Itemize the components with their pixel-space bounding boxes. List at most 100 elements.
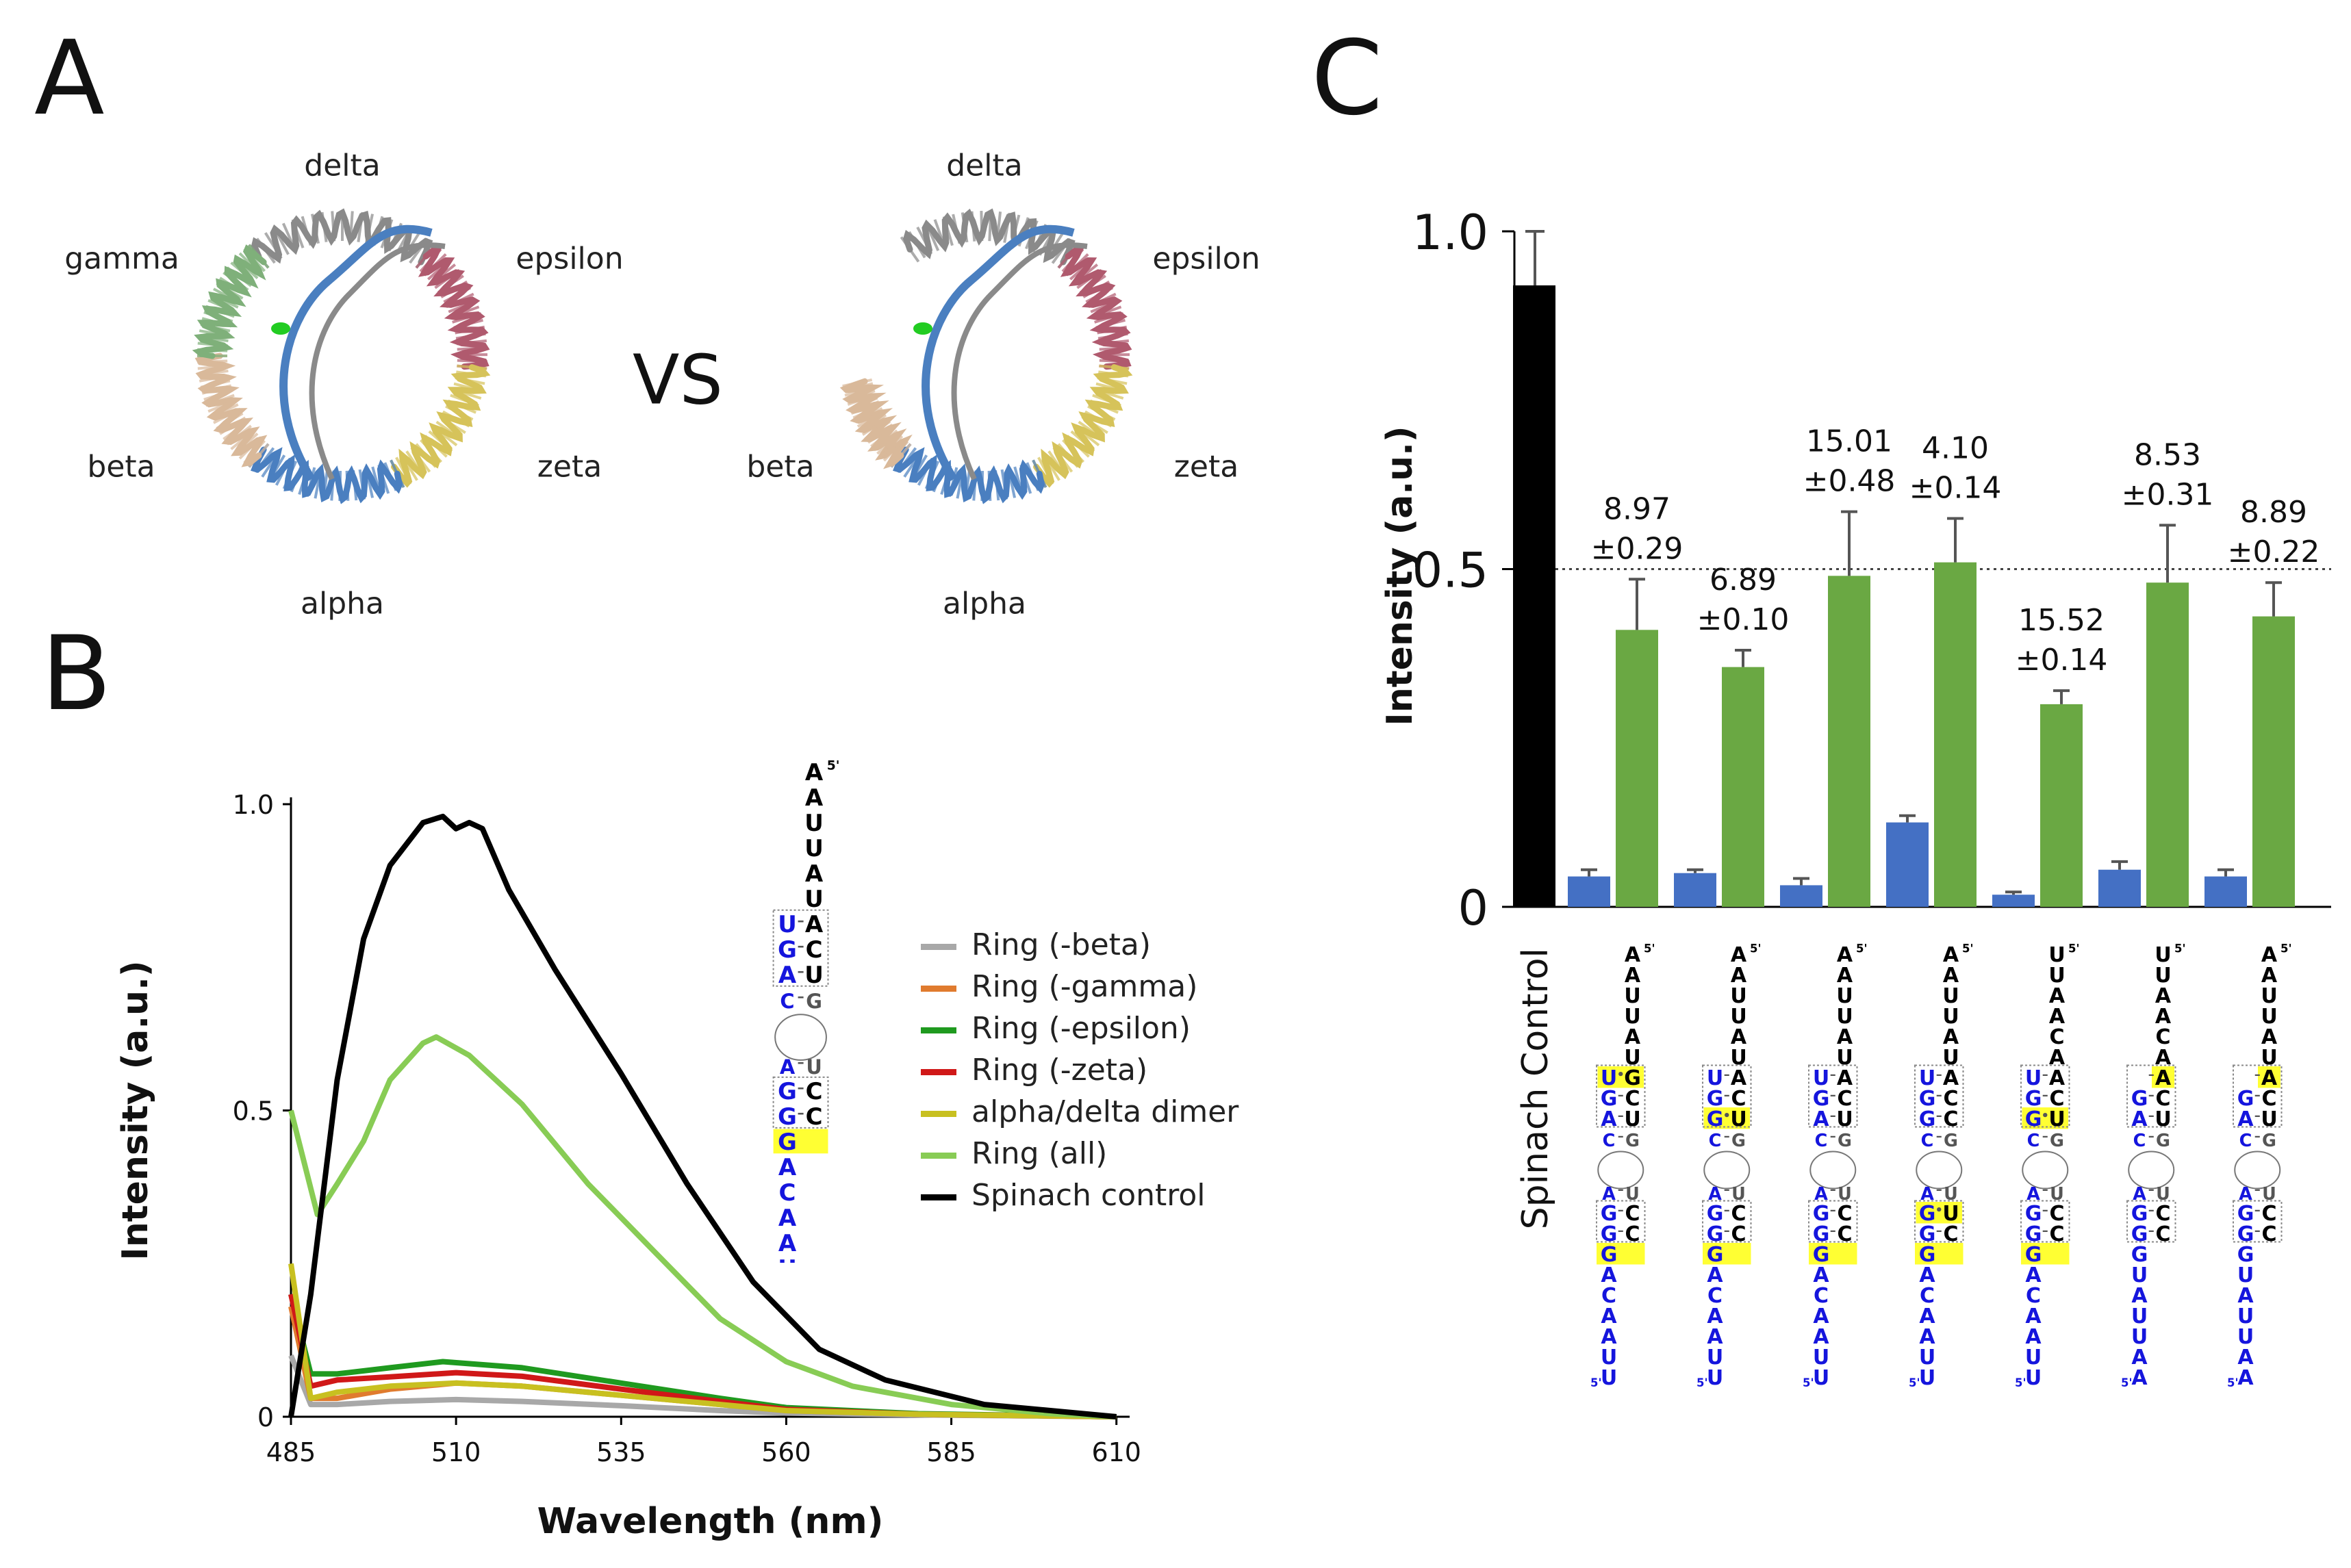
seq-c-stem-box bbox=[1914, 1064, 1964, 1128]
seq-c-pair-right: C bbox=[1625, 1202, 1640, 1226]
seq-c-pair-link: – bbox=[1830, 1088, 1836, 1103]
seq-c-top-base: A bbox=[1731, 943, 1747, 967]
seq-c-pair-link: – bbox=[1936, 1109, 1942, 1123]
legend-label: Ring (-zeta) bbox=[971, 1053, 1148, 1088]
bar-chart: 0 0.5 1.0 Intensity (a.u.) Spinach Control 8.… bbox=[1380, 205, 2331, 1391]
seq-c-pair-left: G bbox=[1813, 1087, 1830, 1111]
seq-c-pair-left: U bbox=[1707, 1066, 1723, 1090]
annotation-value: 6.89 bbox=[1710, 563, 1777, 597]
seq-c-pair-link: – bbox=[1618, 1183, 1624, 1197]
seq-c-loop bbox=[2234, 1151, 2281, 1190]
seq-c-pair-right: U bbox=[2050, 1184, 2064, 1205]
seq-c-pair-link: – bbox=[1724, 1203, 1730, 1218]
seq-c-stem-box bbox=[2020, 1200, 2070, 1243]
seq-c-stem-box bbox=[1808, 1200, 1858, 1243]
seq-c-pair-left: A bbox=[2239, 1184, 2252, 1205]
ring-structure-full bbox=[192, 208, 491, 504]
left-helix-epsilon bbox=[415, 244, 490, 370]
seq-c-top-base: U bbox=[2048, 964, 2065, 988]
seq-c-pair-left: G bbox=[1707, 1107, 1724, 1131]
legend-swatch bbox=[921, 1152, 956, 1159]
seq-c-pair-left: G bbox=[1601, 1202, 1618, 1226]
seq-c-pair-right: A bbox=[2049, 1066, 2066, 1090]
seq-b-pair-link: – bbox=[797, 963, 804, 979]
seq-b-bottom-base: G bbox=[778, 1129, 797, 1156]
seq-c-loop bbox=[1809, 1151, 1857, 1190]
seq-c-highlight bbox=[1703, 1107, 1750, 1129]
legend-swatch bbox=[921, 943, 956, 950]
seq-c-pair-link: – bbox=[2254, 1088, 2261, 1103]
seq-c-pair-link: – bbox=[1724, 1129, 1730, 1144]
label-delta-right: delta bbox=[946, 148, 1023, 183]
seq-b-bottom-base: A bbox=[778, 1154, 797, 1181]
annotation-value: 4.10 bbox=[1922, 430, 1989, 465]
seq-c-pair-left: C bbox=[1815, 1131, 1828, 1151]
seq-c-top-base: C bbox=[2155, 1025, 2170, 1049]
seq-c-pair-link: – bbox=[1830, 1068, 1836, 1082]
seq-c-pair-right: C bbox=[1731, 1087, 1746, 1111]
legend-item: Ring (-epsilon) bbox=[921, 1011, 1191, 1046]
annotation-error: ±0.14 bbox=[1909, 470, 2002, 505]
seq-c-pair-left: U bbox=[1919, 1066, 1935, 1090]
seq-c-top-prime: 5' bbox=[2280, 942, 2292, 955]
seq-c-pair-link: – bbox=[1936, 1129, 1942, 1144]
seq-c-top-base: A bbox=[1731, 964, 1747, 988]
seq-c-bottom-base: U bbox=[2131, 1263, 2148, 1287]
x-tick-label: 485 bbox=[266, 1437, 316, 1467]
seq-c-pair-left: G bbox=[1601, 1087, 1618, 1111]
x-tick-label: 610 bbox=[1091, 1437, 1141, 1467]
legend-item: alpha/delta dimer bbox=[921, 1094, 1238, 1129]
seq-c-pair-link: • bbox=[1616, 1068, 1625, 1082]
seq-c-pair-right: C bbox=[1837, 1202, 1852, 1226]
label-epsilon-right: epsilon bbox=[1152, 241, 1260, 277]
bar-blue bbox=[1674, 873, 1716, 907]
seq-c-bottom-base: A bbox=[2131, 1284, 2148, 1308]
x-axis-label: Wavelength (nm) bbox=[537, 1501, 884, 1542]
seq-c-top-base: U bbox=[2261, 1005, 2277, 1029]
seq-c-top-base: U bbox=[1942, 1005, 1959, 1029]
seq-c-pair-left: G bbox=[2025, 1107, 2042, 1131]
seq-c-bottom-base: G bbox=[1601, 1243, 1618, 1267]
seq-c-pair-link: • bbox=[2041, 1109, 2049, 1123]
seq-c-pair-link: – bbox=[2148, 1068, 2155, 1082]
y-tick-label: 1.0 bbox=[233, 790, 274, 820]
left-helix-gamma bbox=[192, 244, 270, 359]
seq-c-pair-link: – bbox=[1936, 1088, 1942, 1103]
annotation-value: 8.97 bbox=[1603, 491, 1670, 526]
seq-c-highlight bbox=[2022, 1107, 2068, 1129]
seq-b-pair-right: C bbox=[806, 1078, 823, 1105]
seq-c-bottom-base: C bbox=[1814, 1284, 1829, 1308]
seq-c-pair-right: U bbox=[1838, 1184, 1852, 1205]
seq-c-pair-left: G bbox=[2237, 1087, 2254, 1111]
seq-c-stem-box bbox=[1702, 1064, 1752, 1128]
seq-c-highlight bbox=[1915, 1243, 1964, 1265]
seq-c-pair-link: – bbox=[1618, 1109, 1624, 1123]
left-helix-zeta bbox=[390, 364, 491, 488]
seq-c-bottom-base: A bbox=[1919, 1325, 1935, 1349]
seq-c-loop bbox=[2128, 1151, 2175, 1190]
seq-c-pair-right: U bbox=[2262, 1184, 2276, 1205]
seq-b-pair-left: G bbox=[778, 936, 797, 964]
line-chart: 485 510 535 560 585 610 0 0.5 1.0 Wavelength (nm)… bbox=[115, 790, 1141, 1542]
label-epsilon-left: epsilon bbox=[516, 241, 624, 277]
bar-blue bbox=[1780, 885, 1822, 907]
seq-c-pair-link: • bbox=[1723, 1109, 1731, 1123]
seq-c-pair-left: G bbox=[1813, 1202, 1830, 1226]
seq-c-pair-right: U bbox=[1625, 1184, 1640, 1205]
seq-c-pair-left: G bbox=[1919, 1202, 1936, 1226]
x-tick-label: 585 bbox=[926, 1437, 976, 1467]
seq-c-pair-right: C bbox=[2049, 1202, 2064, 1226]
seq-c-pair-right: U bbox=[2156, 1184, 2170, 1205]
seq-c-pair-right: G bbox=[1624, 1066, 1641, 1090]
x-tick-label: 560 bbox=[761, 1437, 811, 1467]
seq-c-highlight bbox=[2258, 1066, 2280, 1088]
seq-c-bottom-base: A bbox=[2025, 1304, 2042, 1328]
seq-c-bottom-base: G bbox=[2131, 1243, 2148, 1267]
seq-c-top-base: A bbox=[1837, 1025, 1853, 1049]
seq-c-top-base: A bbox=[1731, 1025, 1747, 1049]
vs-label: VS bbox=[633, 339, 723, 420]
